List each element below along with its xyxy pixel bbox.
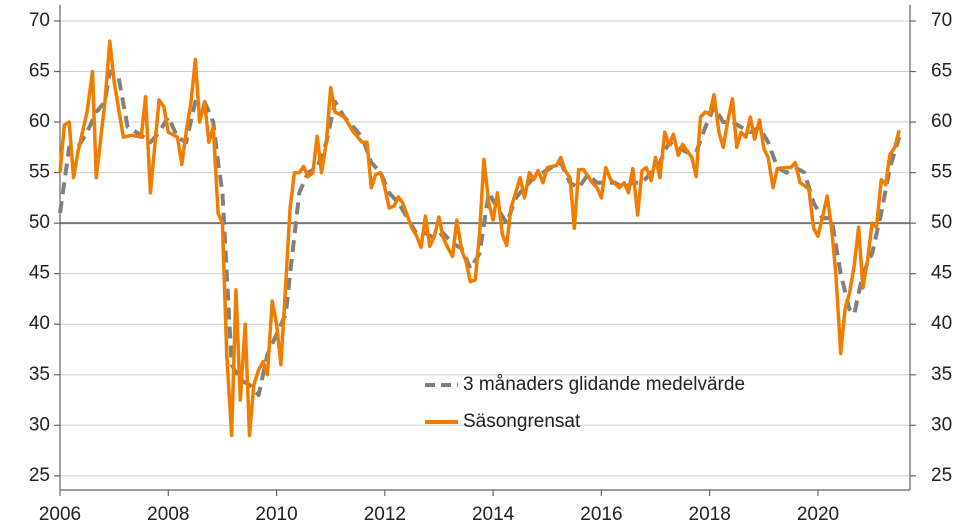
y2-tick-label: 70 xyxy=(931,10,952,31)
y2-tick-label: 45 xyxy=(931,263,952,284)
legend-label: Säsongrensat xyxy=(463,411,581,432)
y-tick-label: 60 xyxy=(29,111,50,132)
y-tick-label: 30 xyxy=(29,414,50,435)
y-tick-label: 45 xyxy=(29,263,50,284)
x-tick-label: 2016 xyxy=(580,504,622,525)
series-line xyxy=(58,39,901,438)
x-tick-label: 2018 xyxy=(689,504,731,525)
legend-label: 3 månaders glidande medelvärde xyxy=(463,374,745,395)
y-tick-label: 40 xyxy=(29,313,50,334)
y-tick-label: 65 xyxy=(29,61,50,82)
y2-tick-label: 60 xyxy=(931,111,952,132)
y2-tick-label: 35 xyxy=(931,364,952,385)
y2-tick-label: 30 xyxy=(931,414,952,435)
legend: 3 månaders glidande medelvärde Säsongren… xyxy=(425,374,745,432)
x-tick-label: 2014 xyxy=(472,504,515,525)
y2-tick-label: 50 xyxy=(931,212,952,233)
y2-tick-label: 55 xyxy=(931,162,952,183)
y-tick-label: 35 xyxy=(29,364,50,385)
x-tick-label: 2010 xyxy=(255,504,297,525)
y-tick-label: 55 xyxy=(29,162,50,183)
y-tick-label: 50 xyxy=(29,212,50,233)
y2-tick-label: 65 xyxy=(931,61,952,82)
y-tick-label: 25 xyxy=(29,465,50,486)
y2-tick-label: 40 xyxy=(931,313,952,334)
y2-tick-label: 25 xyxy=(931,465,952,486)
x-tick-label: 2012 xyxy=(364,504,406,525)
x-tick-label: 2020 xyxy=(797,504,839,525)
x-tick-label: 2008 xyxy=(147,504,189,525)
y-tick-label: 70 xyxy=(29,10,50,31)
x-tick-label: 2006 xyxy=(39,504,81,525)
